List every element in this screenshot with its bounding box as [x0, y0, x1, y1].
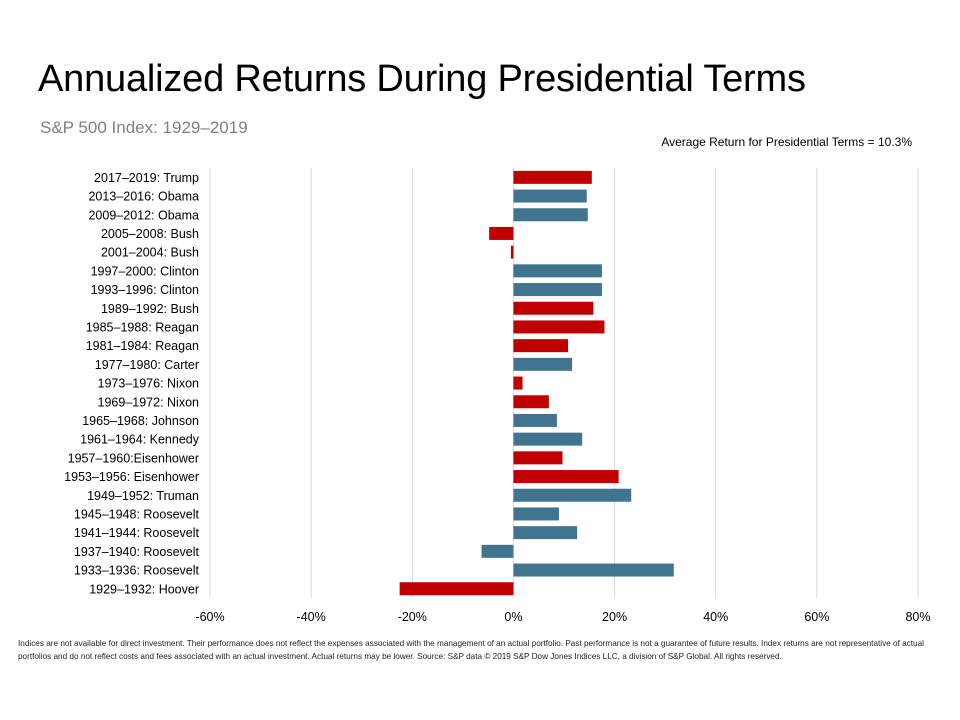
x-tick-label: -40% — [297, 610, 326, 624]
chart-title: Annualized Returns During Presidential T… — [38, 58, 806, 100]
x-tick-label: 20% — [602, 610, 627, 624]
bar — [513, 320, 605, 334]
category-label: 1945–1948: Roosevelt — [74, 507, 200, 521]
category-label: 1981–1984: Reagan — [86, 339, 199, 353]
bar — [513, 208, 588, 222]
bar — [489, 226, 514, 240]
bar — [513, 526, 578, 540]
category-label: 1949–1952: Truman — [87, 489, 199, 503]
category-label: 2009–2012: Obama — [88, 208, 199, 222]
x-tick-label: -20% — [398, 610, 427, 624]
category-label: 1989–1992: Bush — [101, 302, 199, 316]
category-label: 1937–1940: Roosevelt — [74, 545, 200, 559]
x-tick-label: 80% — [905, 610, 930, 624]
bar — [513, 189, 587, 203]
bar — [513, 470, 619, 484]
bar — [513, 488, 632, 502]
bar — [513, 376, 523, 390]
bar — [513, 413, 557, 427]
category-label: 2001–2004: Bush — [101, 246, 199, 260]
bar — [513, 357, 573, 371]
chart-subtitle: S&P 500 Index: 1929–2019 — [40, 118, 248, 137]
category-label: 1941–1944: Roosevelt — [74, 526, 200, 540]
x-axis-tick-labels: -60% -40% -20% 0% 20% 40% 60% 80% — [195, 610, 930, 624]
bar — [513, 451, 563, 465]
bar — [513, 507, 559, 521]
category-labels: 2017–2019: Trump 2013–2016: Obama 2009–201… — [64, 171, 200, 596]
category-label: 1953–1956: Eisenhower — [64, 470, 199, 484]
bar — [513, 395, 549, 409]
category-label: 1997–2000: Clinton — [91, 264, 199, 278]
category-label: 1957–1960:Eisenhower — [68, 451, 199, 465]
category-label: 1977–1980: Carter — [95, 358, 199, 372]
bar — [399, 582, 514, 596]
category-label: 1985–1988: Reagan — [86, 320, 199, 334]
category-label: 2013–2016: Obama — [88, 190, 199, 204]
bar — [481, 544, 514, 558]
bar — [513, 339, 569, 353]
bars — [399, 170, 674, 596]
bar — [510, 245, 514, 259]
x-tick-label: -60% — [195, 610, 224, 624]
bar — [513, 301, 594, 315]
x-tick-label: 40% — [703, 610, 728, 624]
bar — [513, 264, 602, 278]
category-label: 1993–1996: Clinton — [91, 283, 199, 297]
x-tick-label: 60% — [804, 610, 829, 624]
category-label: 1933–1936: Roosevelt — [74, 564, 200, 578]
category-label: 2005–2008: Bush — [101, 227, 199, 241]
bar-chart: 2017–2019: Trump 2013–2016: Obama 2009–201… — [64, 168, 931, 624]
category-label: 1961–1964: Kennedy — [80, 433, 200, 447]
category-label: 1965–1968: Johnson — [82, 414, 199, 428]
bar — [513, 283, 602, 297]
bar — [513, 563, 674, 577]
category-label: 1969–1972: Nixon — [98, 395, 200, 409]
bar — [513, 170, 592, 184]
x-tick-label: 0% — [504, 610, 522, 624]
average-return-annotation: Average Return for Presidential Terms = … — [661, 135, 912, 149]
bar — [513, 432, 583, 446]
category-label: 1973–1976: Nixon — [98, 377, 200, 391]
category-label: 2017–2019: Trump — [94, 171, 199, 185]
disclaimer-footnote: Indices are not available for direct inv… — [18, 639, 924, 661]
category-label: 1929–1932: Hoover — [89, 582, 199, 596]
